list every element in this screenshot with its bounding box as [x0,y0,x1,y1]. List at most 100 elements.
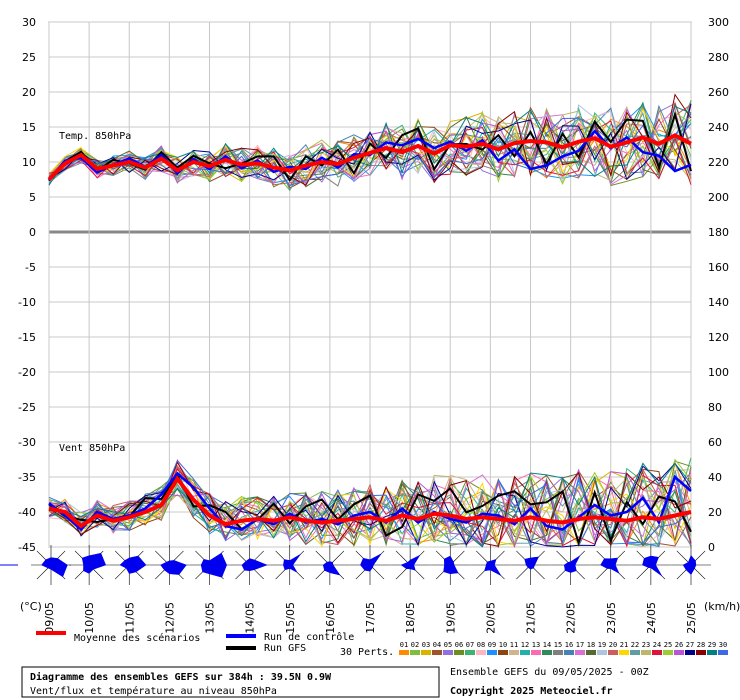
pert-number: 14 [543,641,551,649]
left-tick-label: 30 [22,16,36,29]
left-tick-label: 5 [29,191,36,204]
wind-rose-petal [41,557,68,578]
left-tick-label: 20 [22,86,36,99]
left-tick-label: 15 [22,121,36,134]
wind-rose [229,545,270,585]
pert-number: 03 [422,641,430,649]
pert-color-swatch [432,650,442,655]
left-tick-label: 25 [22,51,36,64]
pert-color-swatch [476,650,486,655]
pert-number: 04 [433,641,441,649]
right-tick-label: 140 [708,296,729,309]
x-date-label: 19/05 [444,602,457,634]
right-tick-label: 60 [708,436,722,449]
wind-rose [269,545,310,585]
wind-rose [630,545,671,585]
temp-member-line [48,110,692,185]
wind-rose [590,545,631,585]
pert-number: 19 [598,641,606,649]
wind-member-line [48,460,692,548]
right-tick-label: 220 [708,156,729,169]
x-date-label: 11/05 [123,602,136,634]
temp-mean-line [47,133,692,181]
pert-color-swatch [553,650,563,655]
left-tick-label: -35 [18,471,36,484]
pert-number: 26 [675,641,683,649]
wind-rose-petal [524,556,540,570]
wind-rose-petal [200,552,227,578]
pert-color-swatch [575,650,585,655]
wind-member-line [48,462,692,548]
wind-rose-petal [484,559,502,577]
wind-rose [390,545,431,585]
wind-member-line [48,469,692,545]
pert-number: 25 [664,641,672,649]
wind-member-line [48,462,692,548]
pert-number: 13 [532,641,540,649]
wind-rose-petal [400,554,421,571]
wind-control-line [48,471,692,532]
left-tick-label: 10 [22,156,36,169]
left-tick-label: -45 [18,541,36,554]
footer-title: Diagramme des ensembles GEFS sur 384h : … [30,671,332,683]
pert-number: 07 [466,641,474,649]
wind-rose-petal [119,555,147,574]
pert-color-swatch [608,650,618,655]
wind-rose-petal [81,552,107,574]
pert-color-swatch [707,650,717,655]
footer-box [21,666,440,698]
wind-rose [430,545,471,585]
right-tick-label: 200 [708,191,729,204]
wind-rose-petal [322,561,341,576]
pert-color-swatch [718,650,728,655]
x-date-label: 10/05 [83,602,96,634]
temp-member-line [48,105,692,186]
pert-number: 12 [521,641,529,649]
wind-panel-label: Vent 850hPa [59,443,125,454]
temp-member-line [48,103,692,181]
x-date-label: 24/05 [645,602,658,634]
pert-number: 16 [565,641,573,649]
left-tick-label: -25 [18,401,36,414]
pert-color-swatch [454,650,464,655]
pert-number: 21 [620,641,628,649]
pert-color-swatch [487,650,497,655]
right-tick-label: 100 [708,366,729,379]
left-tick-label: -30 [18,436,36,449]
pert-color-swatch [520,650,530,655]
pert-number: 23 [642,641,650,649]
wind-rose [149,545,190,585]
pert-color-swatch [410,650,420,655]
right-tick-label: 180 [708,226,729,239]
wind-mean-line [48,475,692,529]
wind-rose-petal [283,553,301,574]
left-tick-label: -15 [18,331,36,344]
pert-number: 27 [686,641,694,649]
x-date-label: 13/05 [204,602,217,634]
legend [36,631,256,650]
wind-rose [31,545,71,585]
pert-color-swatch [630,650,640,655]
pert-color-swatch [531,650,541,655]
x-date-label: 20/05 [484,602,497,634]
x-date-label: 09/05 [43,602,56,634]
pert-number: 24 [653,641,661,649]
temp-control-line [48,129,692,181]
pert-number: 11 [510,641,518,649]
pert-color-swatch [685,650,695,655]
wind-rose [109,545,150,585]
pert-color-swatch [696,650,706,655]
temp-panel-label: Temp. 850hPa [59,131,131,142]
left-tick-label: -20 [18,366,36,379]
wind-rose [309,545,350,585]
right-tick-label: 300 [708,16,729,29]
wind-rose-petal [160,560,187,575]
legend-mean-label: Moyenne des scénarios [74,632,200,644]
pert-color-swatch [465,650,475,655]
pert-number: 30 [719,641,727,649]
pert-number: 06 [455,641,463,649]
legend-perts-label: 30 Perts. [340,647,394,658]
right-tick-label: 260 [708,86,729,99]
pert-number: 17 [576,641,584,649]
